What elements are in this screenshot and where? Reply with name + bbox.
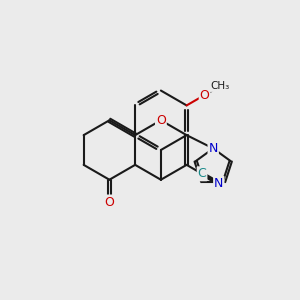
Text: C: C bbox=[198, 167, 206, 180]
Text: O: O bbox=[200, 88, 210, 101]
Text: CH₃: CH₃ bbox=[211, 81, 230, 91]
Text: N: N bbox=[214, 177, 224, 190]
Text: O: O bbox=[156, 114, 166, 127]
Text: N: N bbox=[208, 142, 218, 155]
Text: O: O bbox=[104, 196, 114, 208]
